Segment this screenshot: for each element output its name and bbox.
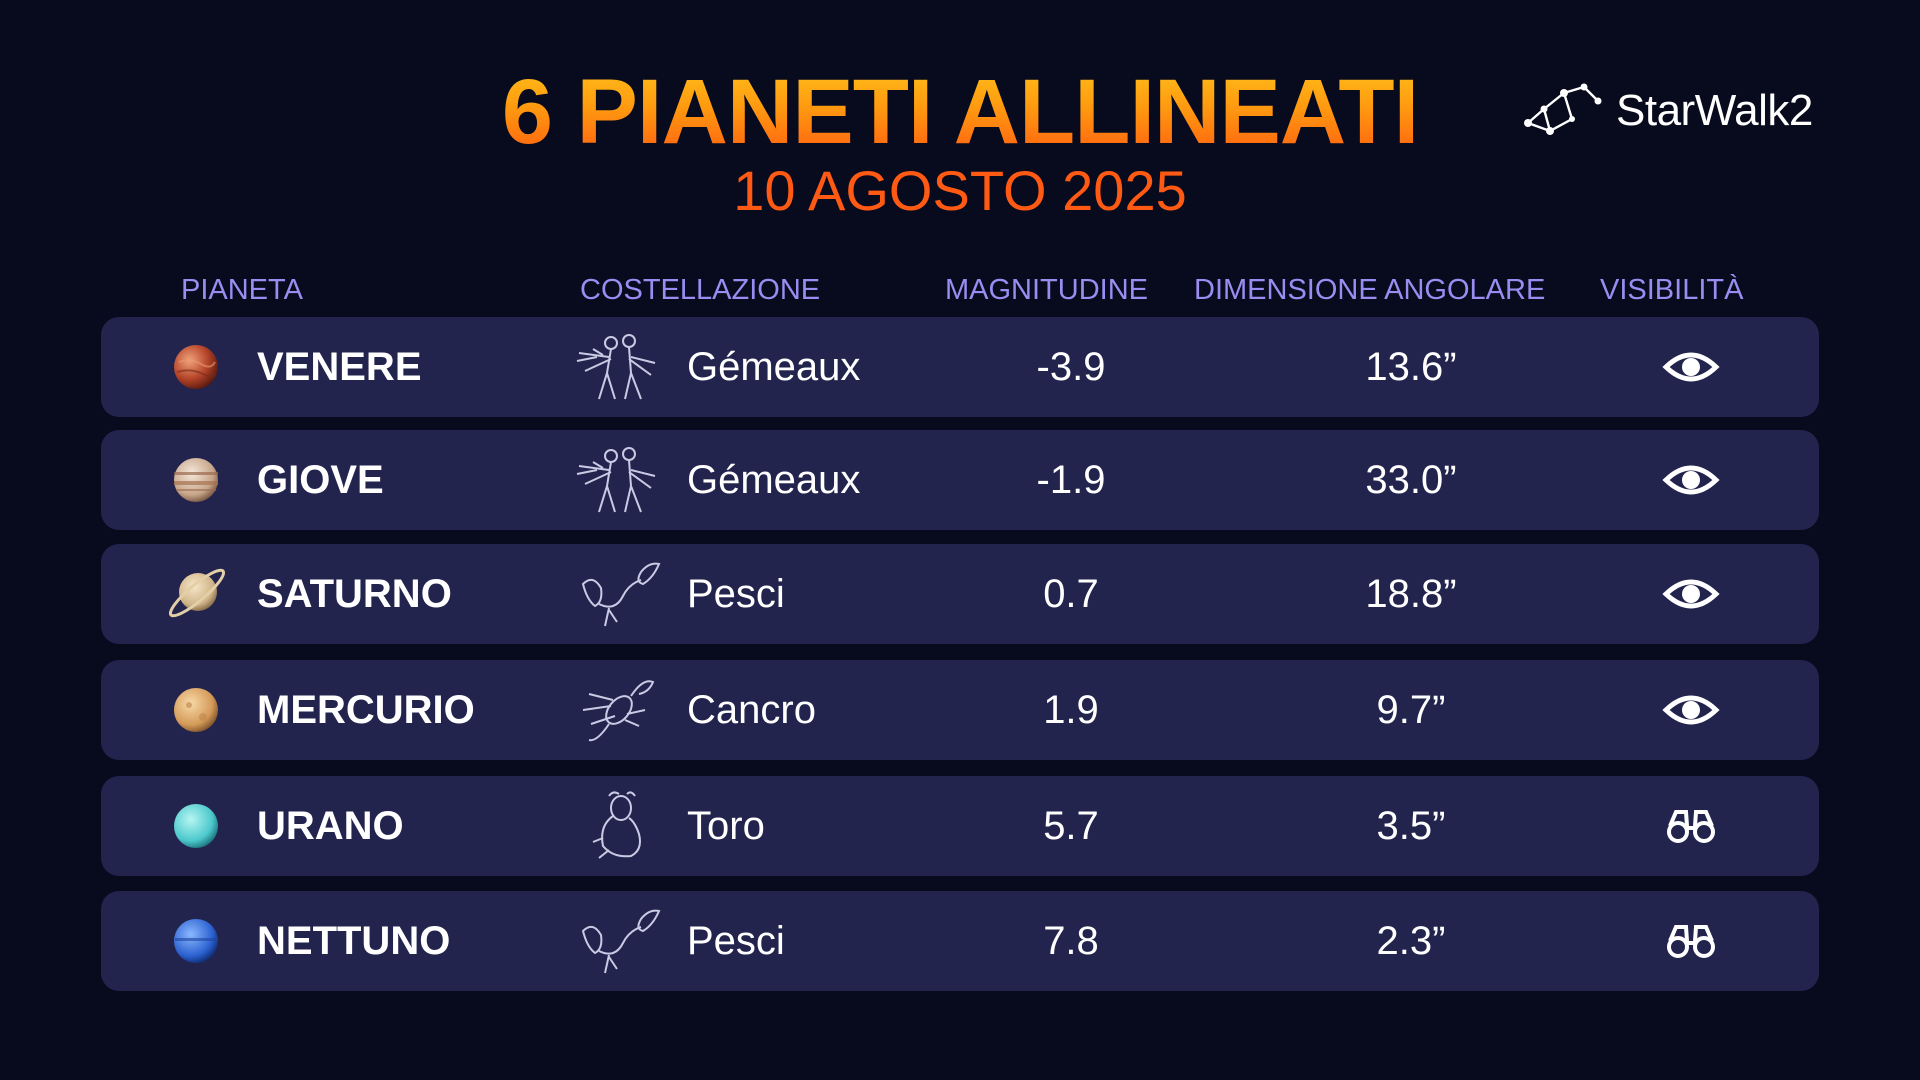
- visibility-cell: [1641, 430, 1741, 530]
- constellation-name: Toro: [687, 803, 765, 848]
- planet-name: SATURNO: [257, 571, 452, 616]
- visibility-cell: [1641, 317, 1741, 417]
- constellation-icon-cell: [567, 430, 667, 530]
- binoculars-icon: [1667, 810, 1715, 843]
- constellation-name: Pesci: [687, 571, 785, 616]
- planet-icon-cell: [161, 430, 231, 530]
- visibility-cell: [1641, 776, 1741, 876]
- constellation-name: Gémeaux: [687, 344, 861, 389]
- table-row: SATURNO Pesci 0.7 18.8”: [101, 544, 1819, 644]
- visibility-cell: [1641, 544, 1741, 644]
- gemini-icon: [576, 334, 656, 400]
- angular-size-value: 18.8”: [1365, 571, 1457, 616]
- magnitude-value: -3.9: [1036, 344, 1106, 389]
- table-header: PIANETA COSTELLAZIONE MAGNITUDINE DIMENS…: [0, 270, 1920, 310]
- cancer-icon: [582, 680, 655, 742]
- magnitude-value: 1.9: [1043, 687, 1099, 732]
- planet-name: VENERE: [257, 344, 422, 389]
- mercury-icon: [174, 688, 218, 732]
- logo-text: StarWalk2: [1616, 86, 1813, 135]
- planet-icon-cell: [161, 891, 231, 991]
- angular-size-value: 13.6”: [1365, 344, 1457, 389]
- constellation-icon-cell: [567, 891, 667, 991]
- starwalk-logo: StarWalk2: [1520, 76, 1820, 146]
- angular-size-value: 33.0”: [1365, 457, 1457, 502]
- table-row: NETTUNO Pesci 7.8 2.3”: [101, 891, 1819, 991]
- eye-icon: [1662, 465, 1720, 495]
- planet-name: MERCURIO: [257, 687, 475, 732]
- visibility-cell: [1641, 891, 1741, 991]
- planet-name: GIOVE: [257, 457, 384, 502]
- eye-icon: [1662, 579, 1720, 609]
- pisces-icon: [581, 909, 661, 974]
- binoculars-icon: [1667, 925, 1715, 958]
- table-row: URANO Toro 5.7 3.5”: [101, 776, 1819, 876]
- eye-icon: [1662, 695, 1720, 725]
- constellation-name: Gémeaux: [687, 457, 861, 502]
- header-constellation: COSTELLAZIONE: [580, 274, 821, 306]
- planet-name: NETTUNO: [257, 918, 451, 963]
- header-angular-size: DIMENSIONE ANGOLARE: [1194, 274, 1546, 306]
- page-title: 6 PIANETI ALLINEATI: [0, 62, 1920, 162]
- planet-name: URANO: [257, 803, 404, 848]
- saturn-icon: [168, 568, 226, 618]
- jupiter-icon: [174, 458, 218, 502]
- uranus-icon: [174, 804, 218, 848]
- gemini-icon: [576, 447, 656, 513]
- constellation-name: Cancro: [687, 687, 816, 732]
- angular-size-value: 9.7”: [1376, 687, 1446, 732]
- header-visibility: VISIBILITÀ: [1600, 274, 1744, 306]
- magnitude-value: -1.9: [1036, 457, 1106, 502]
- magnitude-value: 7.8: [1043, 918, 1099, 963]
- header-planet: PIANETA: [181, 274, 303, 306]
- visibility-cell: [1641, 660, 1741, 760]
- angular-size-value: 2.3”: [1376, 918, 1446, 963]
- eye-icon: [1662, 352, 1720, 382]
- constellation-icon-cell: [567, 544, 667, 644]
- taurus-icon: [592, 791, 641, 859]
- planet-icon-cell: [161, 660, 231, 760]
- pisces-icon: [581, 562, 661, 627]
- venus-icon: [174, 345, 218, 389]
- table-row: GIOVE Gémeaux -1.9 33.0”: [101, 430, 1819, 530]
- constellation-logo-icon: [1524, 83, 1602, 135]
- constellation-icon-cell: [567, 317, 667, 417]
- page-subtitle: 10 AGOSTO 2025: [733, 159, 1187, 222]
- magnitude-value: 0.7: [1043, 571, 1099, 616]
- neptune-icon: [174, 919, 218, 963]
- constellation-icon-cell: [567, 660, 667, 760]
- table-row: MERCURIO Cancro 1.9 9.7”: [101, 660, 1819, 760]
- header-magnitude: MAGNITUDINE: [945, 274, 1148, 306]
- angular-size-value: 3.5”: [1376, 803, 1446, 848]
- magnitude-value: 5.7: [1043, 803, 1099, 848]
- constellation-name: Pesci: [687, 918, 785, 963]
- planet-icon-cell: [161, 544, 231, 644]
- planet-icon-cell: [161, 776, 231, 876]
- planet-icon-cell: [161, 317, 231, 417]
- constellation-icon-cell: [567, 776, 667, 876]
- table-row: VENERE Gémeaux -3.9 13.6”: [101, 317, 1819, 417]
